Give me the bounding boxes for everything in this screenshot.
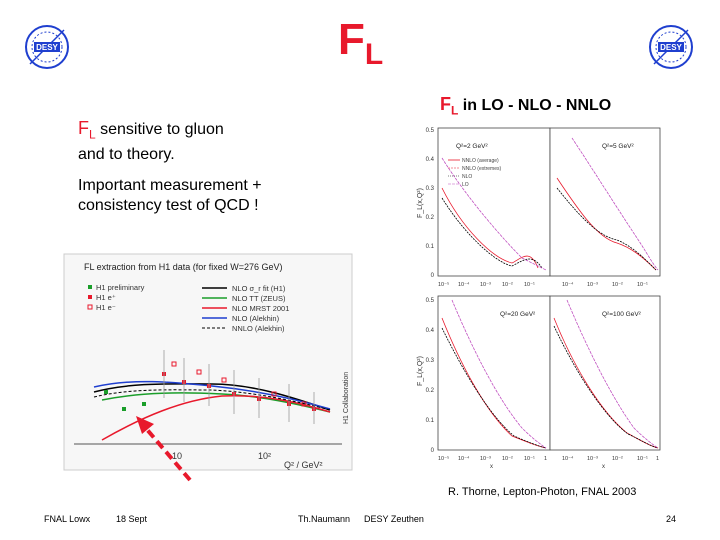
footer-institute: DESY Zeuthen — [364, 514, 424, 524]
left-legend: H1 preliminary H1 e⁺ H1 e⁻ — [87, 283, 145, 312]
svg-text:10⁻¹: 10⁻¹ — [524, 456, 535, 462]
svg-text:x: x — [602, 464, 605, 470]
svg-text:H1 e⁻: H1 e⁻ — [96, 303, 116, 312]
svg-text:NLO MRST 2001: NLO MRST 2001 — [232, 304, 289, 313]
text-importance: Important measurement + consistency test… — [78, 177, 262, 214]
svg-text:10⁻³: 10⁻³ — [587, 456, 598, 462]
svg-text:F_L(x,Q²): F_L(x,Q²) — [417, 188, 424, 218]
footer-page-number: 24 — [666, 514, 677, 524]
svg-text:0.5: 0.5 — [426, 128, 435, 134]
svg-text:NNLO (Alekhin): NNLO (Alekhin) — [232, 324, 285, 333]
svg-text:10⁻⁴: 10⁻⁴ — [562, 455, 574, 462]
svg-text:0.4: 0.4 — [426, 328, 435, 334]
svg-text:H1 e⁺: H1 e⁺ — [96, 293, 116, 302]
svg-text:10⁻³: 10⁻³ — [480, 282, 491, 288]
svg-text:Q²=5 GeV²: Q²=5 GeV² — [602, 143, 634, 150]
svg-text:10²: 10² — [258, 451, 271, 461]
svg-text:DESY: DESY — [36, 43, 58, 52]
svg-text:0.2: 0.2 — [426, 215, 435, 221]
svg-text:x: x — [490, 464, 493, 470]
svg-text:NLO TT (ZEUS): NLO TT (ZEUS) — [232, 294, 286, 303]
svg-text:10⁻¹: 10⁻¹ — [637, 282, 648, 288]
svg-text:0.3: 0.3 — [426, 358, 435, 364]
svg-text:1: 1 — [656, 456, 659, 462]
svg-text:0.2: 0.2 — [426, 388, 435, 394]
text-sensitivity: FL sensitive to gluon and to theory. — [78, 118, 224, 163]
svg-text:10⁻¹: 10⁻¹ — [524, 282, 535, 288]
left-xlabel: Q² / GeV² — [284, 460, 323, 470]
svg-text:10⁻³: 10⁻³ — [587, 282, 598, 288]
svg-text:10⁻¹: 10⁻¹ — [637, 456, 648, 462]
svg-text:10⁻⁵: 10⁻⁵ — [438, 455, 449, 462]
svg-text:0: 0 — [431, 273, 435, 279]
svg-text:H1 Collaboration: H1 Collaboration — [343, 372, 350, 424]
credit-text: R. Thorne, Lepton-Photon, FNAL 2003 — [448, 486, 637, 498]
slide-title: FL — [338, 15, 384, 71]
svg-text:NLO (Alekhin): NLO (Alekhin) — [232, 314, 280, 323]
svg-text:F_L(x,Q²): F_L(x,Q²) — [417, 356, 424, 386]
svg-text:Q²=20 GeV²: Q²=20 GeV² — [500, 311, 536, 318]
svg-text:NLO: NLO — [462, 174, 472, 180]
red-arrow — [136, 416, 192, 482]
svg-text:10⁻²: 10⁻² — [612, 456, 623, 462]
svg-text:H1 preliminary: H1 preliminary — [96, 283, 145, 292]
svg-text:Q²=2 GeV²: Q²=2 GeV² — [456, 143, 488, 150]
footer-event: FNAL Lowx — [44, 514, 91, 524]
svg-text:10: 10 — [172, 451, 182, 461]
svg-text:Q²=100 GeV²: Q²=100 GeV² — [602, 311, 642, 318]
desy-logo-left: DESY — [25, 25, 69, 69]
svg-text:10⁻²: 10⁻² — [612, 282, 623, 288]
right-plot-heading: FL in LO - NLO - NNLO — [440, 94, 612, 118]
svg-text:DESY: DESY — [660, 43, 682, 52]
svg-text:0.3: 0.3 — [426, 186, 435, 192]
footer-author: Th.Naumann — [298, 514, 351, 524]
svg-text:10⁻³: 10⁻³ — [480, 456, 491, 462]
svg-text:10⁻⁵: 10⁻⁵ — [438, 281, 449, 288]
left-plot: FL extraction from H1 data (for fixed W=… — [63, 253, 353, 471]
svg-text:NNLO (average): NNLO (average) — [462, 158, 499, 164]
svg-text:0.1: 0.1 — [426, 244, 435, 250]
svg-text:10⁻⁴: 10⁻⁴ — [458, 455, 470, 462]
svg-text:10⁻⁴: 10⁻⁴ — [458, 281, 470, 288]
svg-text:1: 1 — [544, 456, 547, 462]
svg-text:10⁻²: 10⁻² — [502, 282, 513, 288]
svg-text:10⁻⁴: 10⁻⁴ — [562, 281, 574, 288]
svg-text:0: 0 — [431, 448, 435, 454]
svg-text:10⁻²: 10⁻² — [502, 456, 513, 462]
desy-logo-right: DESY — [649, 25, 693, 69]
right-plot: 0.5 0.4 0.3 0.2 0.1 0 0.5 0.4 0.3 0.2 0.… — [417, 127, 661, 470]
right-legend: NLO σ_r fit (H1) NLO TT (ZEUS) NLO MRST … — [202, 284, 289, 333]
footer-date: 18 Sept — [116, 514, 148, 524]
left-plot-title: FL extraction from H1 data (for fixed W=… — [84, 262, 283, 272]
svg-text:0.4: 0.4 — [426, 157, 435, 163]
svg-text:NLO σ_r fit (H1): NLO σ_r fit (H1) — [232, 284, 286, 293]
svg-text:0.5: 0.5 — [426, 298, 435, 304]
svg-text:LO: LO — [462, 182, 469, 188]
right-legend-box: NNLO (average) NNLO (extremes) NLO LO — [448, 158, 502, 188]
svg-text:0.1: 0.1 — [426, 418, 435, 424]
svg-text:NNLO (extremes): NNLO (extremes) — [462, 166, 502, 172]
